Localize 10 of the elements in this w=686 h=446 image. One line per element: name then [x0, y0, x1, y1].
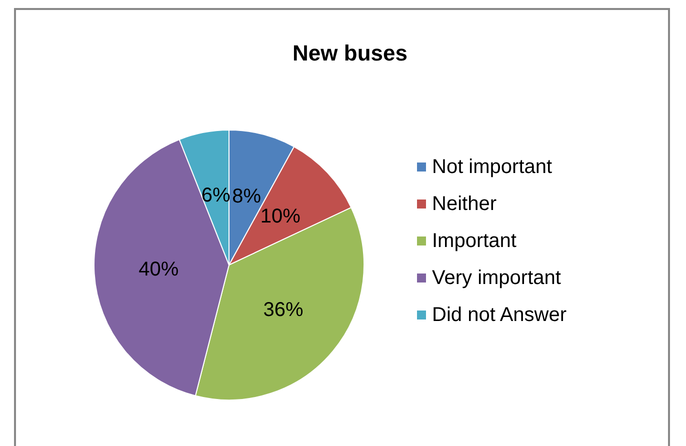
data-label: 8%: [232, 186, 262, 208]
legend-label: Not important: [432, 156, 552, 178]
data-label: 10%: [260, 206, 301, 228]
legend-label: Neither: [432, 193, 497, 215]
legend-label: Did not Answer: [432, 304, 567, 326]
legend-label: Important: [432, 230, 517, 252]
data-label: 36%: [263, 298, 304, 321]
legend-label: Very important: [432, 267, 562, 289]
data-label: 40%: [138, 258, 179, 280]
chart-title: New buses: [292, 40, 408, 66]
